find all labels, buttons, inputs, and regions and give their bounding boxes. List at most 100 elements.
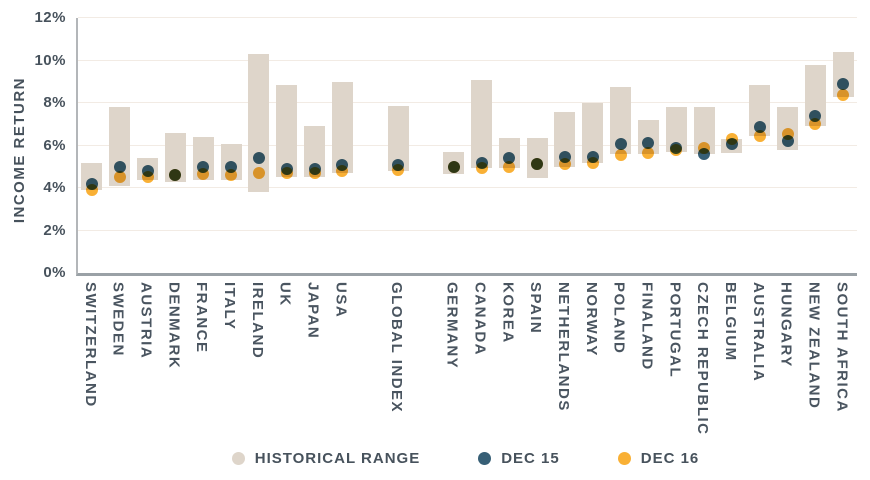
x-axis-label: SPAIN <box>527 282 545 335</box>
dec15-dot <box>392 158 405 171</box>
y-axis-tick-label: 12% <box>34 9 66 26</box>
plot-area <box>76 17 857 276</box>
x-axis-label: NORWAY <box>582 282 600 357</box>
gridline <box>78 229 857 231</box>
x-axis-label: FINALAND <box>638 282 656 371</box>
y-axis-tick-label: 8% <box>43 94 66 111</box>
legend-item: DEC 15 <box>478 450 560 467</box>
dec15-dot <box>252 152 265 165</box>
dec16-dot <box>837 88 850 101</box>
x-axis-label: PORTUGAL <box>666 282 684 379</box>
dec15-dot <box>197 160 210 173</box>
x-axis-label-cell: NEW ZEALAND <box>800 282 828 442</box>
historical-range-bar <box>471 79 492 168</box>
x-axis-label: UK <box>276 282 294 307</box>
y-axis-tick-label: 6% <box>43 136 66 154</box>
dec16-dot <box>753 129 766 142</box>
country-column <box>829 18 857 273</box>
x-axis-label: SOUTH AFRICA <box>833 282 851 413</box>
gridline <box>78 144 857 146</box>
x-axis-label-cell <box>410 282 438 442</box>
x-axis-label-cell: BELGIUM <box>716 282 744 442</box>
legend-item: HISTORICAL RANGE <box>231 450 420 467</box>
country-column <box>690 18 718 273</box>
x-axis-label: NETHERLANDS <box>554 282 572 412</box>
x-axis-label-cell: PORTUGAL <box>660 282 688 442</box>
x-axis-label-cell: IRELAND <box>243 282 271 442</box>
country-column <box>189 18 217 273</box>
x-axis-label-cell <box>354 282 382 442</box>
spacer-column <box>412 18 440 273</box>
dec15-dot <box>225 160 238 173</box>
x-axis-label-cell: SWITZERLAND <box>76 282 104 442</box>
dec15-dot <box>670 141 683 154</box>
legend-label: DEC 15 <box>501 449 560 467</box>
country-column <box>579 18 607 273</box>
x-axis-label: IRELAND <box>248 282 266 360</box>
x-axis-label: SWITZERLAND <box>81 282 99 408</box>
x-axis-label: USA <box>332 282 350 319</box>
x-axis-label-cell: SOUTH AFRICA <box>827 282 855 442</box>
dec15-dot <box>280 162 293 175</box>
country-column <box>106 18 134 273</box>
dec15-dot <box>614 138 627 151</box>
country-column <box>440 18 468 273</box>
dec15-dot <box>85 177 98 190</box>
historical-range-bar <box>610 87 632 154</box>
x-axis-label-cell: GLOBAL INDEX <box>382 282 410 442</box>
x-axis-label: GERMANY <box>443 282 461 370</box>
x-axis-label-cell: GERMANY <box>438 282 466 442</box>
dec15-dot <box>809 109 822 122</box>
dec15-dot <box>475 156 488 169</box>
historical-range-bar <box>582 103 604 163</box>
historical-range-bar <box>387 106 409 171</box>
country-column <box>273 18 301 273</box>
country-column <box>523 18 551 273</box>
legend-marker-circle <box>617 451 631 465</box>
x-axis-label: GLOBAL INDEX <box>388 282 406 414</box>
historical-range-bar <box>331 81 353 174</box>
historical-range-bar <box>693 107 715 154</box>
data-columns <box>78 18 857 273</box>
x-axis-label-cell: NETHERLANDS <box>549 282 577 442</box>
y-axis-tick-label: 0% <box>43 264 66 281</box>
x-axis-label: ITALY <box>221 282 239 331</box>
x-axis-label-cell: DENMARK <box>159 282 187 442</box>
x-axis-labels: SWITZERLAND SWEDEN AUSTRIA DENMARK FRANCE ITA… <box>76 282 855 442</box>
x-axis-label-cell: FRANCE <box>187 282 215 442</box>
x-axis-label-cell: KOREA <box>493 282 521 442</box>
x-axis-label: KOREA <box>499 282 517 344</box>
dec15-dot <box>308 162 321 175</box>
x-axis-label: CANADA <box>471 282 489 356</box>
gridline <box>78 17 857 18</box>
x-axis-label-cell: FINALAND <box>633 282 661 442</box>
x-axis-label-cell: UK <box>271 282 299 442</box>
dec16-dot <box>252 167 265 180</box>
dec15-dot <box>113 160 126 173</box>
x-axis-label-cell: NORWAY <box>577 282 605 442</box>
x-axis-label-cell: AUSTRALIA <box>744 282 772 442</box>
dec16-dot <box>614 149 627 162</box>
legend-label: DEC 16 <box>640 449 700 467</box>
y-axis-tick-label: 10% <box>34 51 66 69</box>
x-axis-label: CZECH REPUBLIC <box>694 282 712 436</box>
dec15-dot <box>141 165 154 177</box>
x-axis-label-cell: AUSTRIA <box>132 282 160 442</box>
dec15-dot <box>698 148 711 160</box>
dec15-dot <box>336 158 349 171</box>
x-axis-label: HUNGARY <box>777 282 795 368</box>
country-column <box>802 18 830 273</box>
gridline <box>78 187 857 188</box>
dec15-dot <box>753 121 766 134</box>
x-axis-label-cell: ITALY <box>215 282 243 442</box>
dec15-dot <box>558 151 571 164</box>
country-column <box>746 18 774 273</box>
y-axis-tick-label: 2% <box>43 221 66 239</box>
x-axis-label-cell: USA <box>326 282 354 442</box>
dec15-dot <box>642 137 655 150</box>
x-axis-label-cell: SWEDEN <box>104 282 132 442</box>
country-column <box>245 18 273 273</box>
y-axis-tick-label: 4% <box>43 179 66 196</box>
legend-marker-circle <box>478 451 492 465</box>
